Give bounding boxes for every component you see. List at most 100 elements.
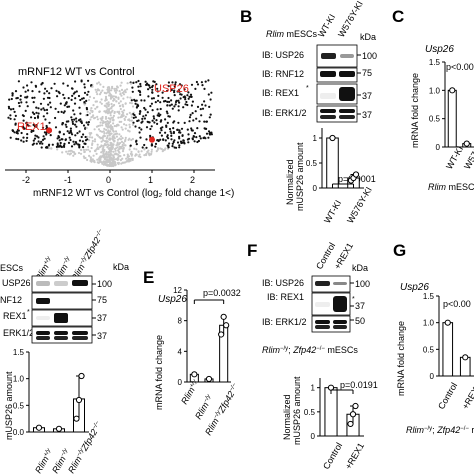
volcano-point [44,118,47,121]
volcano-point [173,139,176,142]
volcano-point [111,109,114,112]
volcano-point [68,153,71,156]
volcano-point [59,144,62,147]
volcano-point [124,115,127,118]
volcano-point [170,138,173,141]
volcano-point [33,125,37,128]
volcano-point [13,131,16,134]
volcano-point [195,136,198,139]
panel-b-band [339,115,355,119]
panel-c-ylabel: mRNA fold change [410,73,420,148]
panel-d-row-label: ESCs [0,263,24,273]
volcano-point [33,96,36,99]
volcano-point [170,103,173,106]
volcano-point [117,161,120,164]
volcano-point [89,118,92,121]
volcano-tick-label: 1 [148,175,153,185]
volcano-point [88,154,91,157]
volcano-point [141,146,144,149]
y-tick-label: 0 [178,378,183,387]
volcano-point [58,139,61,142]
panel-d-band [54,331,68,335]
volcano-point [75,120,78,123]
volcano-point [104,115,108,119]
volcano-point [96,93,99,96]
volcano-point [167,85,170,88]
volcano-point [201,84,204,87]
volcano-point [111,116,115,119]
volcano-point [160,147,163,151]
volcano-point [96,115,99,118]
volcano-point [162,149,165,152]
volcano-point [109,164,112,167]
volcano-point [83,103,86,106]
volcano-point [99,117,102,120]
volcano-point [127,138,130,141]
volcano-point [132,81,135,84]
volcano-point [130,119,133,122]
y-tick-label: 1.5 [423,292,435,301]
volcano-point [121,161,124,164]
volcano-point [203,127,206,130]
volcano-point [193,132,197,135]
volcano-point [155,119,158,122]
volcano-point [137,89,140,92]
volcano-point [115,144,118,147]
volcano-point [155,83,158,86]
volcano-point [134,125,137,128]
volcano-point [64,123,67,126]
volcano-point [106,120,109,123]
volcano-point [196,140,199,144]
volcano-point [168,115,171,118]
data-point [463,140,470,147]
volcano-point [66,84,69,87]
volcano-point [43,131,47,134]
y-tick-label: 0 [430,372,435,381]
panel-b-mw-75: 75 [362,68,372,78]
volcano-point [164,118,167,121]
volcano-point [182,139,185,142]
volcano-point [171,81,174,84]
volcano-point [138,153,141,156]
panel-f-kda: kDa [352,263,368,273]
volcano-point [68,131,71,135]
volcano-point [116,138,120,141]
volcano-point [54,116,57,120]
volcano-point [37,140,40,143]
volcano-point [121,103,124,106]
volcano-point [103,156,106,159]
volcano-point [9,108,13,111]
volcano-point [178,137,181,140]
volcano-point [151,88,154,91]
volcano-point [91,139,94,143]
volcano-point [117,155,120,158]
bar [447,89,457,148]
volcano-point [24,109,27,112]
volcano-point [113,160,116,163]
volcano-point [82,97,85,100]
volcano-point [97,128,101,131]
volcano-point [172,130,175,134]
volcano-point [34,134,37,137]
volcano-point [42,135,45,138]
volcano-point [62,111,65,114]
volcano-point [150,152,153,155]
panel-label-b: B [240,7,252,26]
volcano-point [130,99,133,102]
volcano-point [101,137,104,140]
volcano-point [106,145,109,149]
volcano-point [121,110,124,113]
volcano-point [118,90,121,93]
volcano-point [120,120,123,123]
data-point [75,396,83,404]
volcano-point [117,97,120,100]
volcano-point [67,141,71,144]
volcano-point [153,80,156,83]
volcano-point [122,114,125,117]
volcano-point [143,147,146,150]
volcano-point [55,89,58,92]
volcano-point [156,99,160,102]
volcano-point [31,90,34,93]
volcano-point [208,116,211,119]
volcano-point [166,89,169,92]
